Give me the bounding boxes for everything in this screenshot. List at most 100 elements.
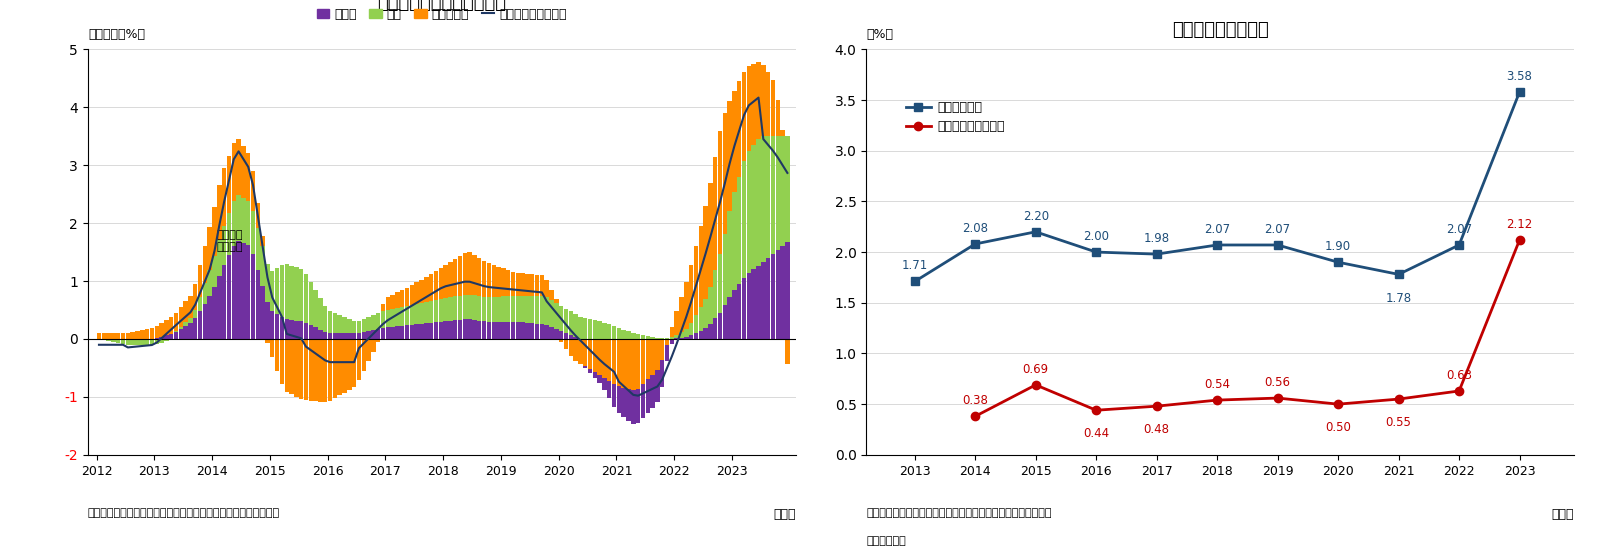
定期昇給含み bbox=[1087, 249, 1106, 255]
Bar bbox=[617, 328, 622, 339]
Bar bbox=[770, 80, 775, 136]
Legend: その他, 食料, エネルギー, 生鮮食品を除く総合: その他, 食料, エネルギー, 生鮮食品を除く総合 bbox=[312, 3, 572, 26]
Bar bbox=[179, 327, 184, 329]
定期昇給含み bbox=[1269, 242, 1288, 248]
Bar bbox=[727, 297, 732, 339]
Bar bbox=[531, 274, 534, 295]
Text: 1.78: 1.78 bbox=[1385, 292, 1411, 305]
Bar bbox=[241, 198, 246, 243]
Bar bbox=[598, 321, 602, 339]
Bar bbox=[535, 295, 539, 324]
Bar bbox=[256, 229, 260, 270]
Bar bbox=[265, 264, 270, 302]
Bar bbox=[689, 265, 694, 323]
Bar bbox=[545, 280, 548, 297]
Bar bbox=[785, 339, 789, 364]
Bar bbox=[468, 252, 471, 295]
Bar bbox=[708, 324, 713, 339]
Bar bbox=[131, 339, 134, 345]
Text: 3.58: 3.58 bbox=[1507, 70, 1532, 83]
Bar bbox=[636, 389, 641, 423]
Bar bbox=[260, 246, 265, 286]
定期昇給含み bbox=[1449, 242, 1469, 248]
Bar bbox=[511, 296, 515, 322]
Bar bbox=[679, 297, 684, 332]
Text: 2.08: 2.08 bbox=[962, 222, 988, 235]
Bar bbox=[227, 156, 232, 214]
Bar bbox=[497, 267, 500, 296]
Bar bbox=[660, 360, 665, 387]
Bar bbox=[423, 323, 428, 339]
Bar bbox=[521, 295, 524, 322]
Bar bbox=[246, 246, 251, 339]
Bar bbox=[313, 290, 318, 328]
Bar bbox=[284, 264, 289, 319]
Bar bbox=[323, 339, 328, 402]
Bar bbox=[428, 274, 433, 301]
Bar bbox=[756, 139, 761, 266]
Bar bbox=[376, 339, 380, 342]
Bar bbox=[227, 214, 232, 255]
Bar bbox=[222, 168, 227, 226]
Text: 1.98: 1.98 bbox=[1144, 232, 1170, 245]
Bar bbox=[189, 296, 193, 318]
Bar bbox=[550, 290, 555, 300]
Bar bbox=[232, 201, 237, 246]
Bar bbox=[289, 266, 294, 320]
Bar bbox=[241, 243, 246, 339]
Bar bbox=[492, 265, 495, 297]
Bar bbox=[770, 136, 775, 254]
Text: 0.55: 0.55 bbox=[1385, 416, 1411, 429]
Text: 2.20: 2.20 bbox=[1023, 210, 1048, 222]
Bar bbox=[473, 320, 476, 339]
Bar bbox=[246, 201, 251, 246]
Bar bbox=[390, 309, 395, 327]
うちベースアップ分 bbox=[1208, 397, 1227, 403]
Bar bbox=[232, 143, 237, 201]
Bar bbox=[780, 130, 785, 136]
うちベースアップ分 bbox=[965, 413, 984, 420]
Text: 0.50: 0.50 bbox=[1325, 421, 1350, 435]
Bar bbox=[117, 333, 120, 339]
Bar bbox=[404, 306, 409, 325]
Bar bbox=[433, 322, 438, 339]
Bar bbox=[483, 297, 486, 321]
Bar bbox=[617, 339, 622, 386]
Bar bbox=[492, 322, 495, 339]
Bar bbox=[198, 296, 203, 311]
Bar bbox=[208, 227, 213, 270]
Bar bbox=[447, 297, 452, 321]
Legend: 定期昇給含み, うちベースアップ分: 定期昇給含み, うちベースアップ分 bbox=[901, 96, 1010, 139]
Bar bbox=[756, 62, 761, 139]
Bar bbox=[526, 295, 529, 323]
Text: 消費税率
引き上げ: 消費税率 引き上げ bbox=[217, 231, 243, 252]
Bar bbox=[337, 339, 342, 396]
Text: 2.12: 2.12 bbox=[1507, 218, 1532, 231]
Bar bbox=[607, 381, 612, 398]
うちベースアップ分 bbox=[1389, 396, 1408, 402]
Bar bbox=[184, 301, 189, 322]
Bar bbox=[550, 300, 555, 327]
Bar bbox=[366, 317, 371, 331]
Bar bbox=[265, 302, 270, 339]
Bar bbox=[502, 269, 505, 296]
Bar bbox=[765, 258, 770, 339]
Bar bbox=[732, 91, 737, 192]
定期昇給含み bbox=[1208, 242, 1227, 248]
Bar bbox=[251, 254, 256, 339]
Bar bbox=[497, 322, 500, 339]
Bar bbox=[141, 330, 144, 339]
Bar bbox=[483, 321, 486, 339]
Bar bbox=[352, 333, 356, 339]
Bar bbox=[478, 321, 481, 339]
Line: 定期昇給含み: 定期昇給含み bbox=[911, 88, 1524, 286]
Bar bbox=[694, 315, 698, 333]
Bar bbox=[169, 334, 174, 339]
Bar bbox=[136, 331, 139, 339]
Bar bbox=[780, 136, 785, 246]
Bar bbox=[718, 131, 722, 254]
Bar bbox=[507, 322, 510, 339]
Bar bbox=[395, 326, 400, 339]
Bar bbox=[457, 295, 462, 319]
定期昇給含み bbox=[1328, 259, 1347, 265]
